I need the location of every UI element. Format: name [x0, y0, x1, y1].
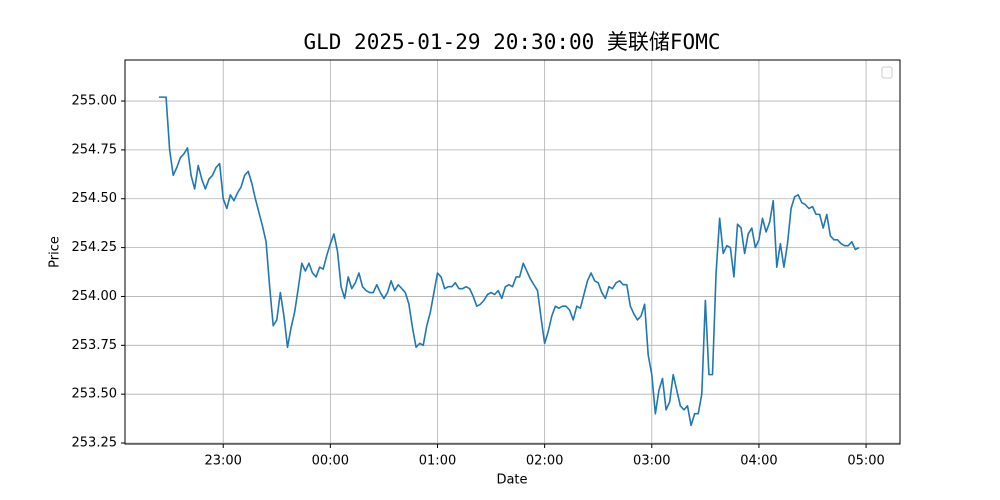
price-line — [158, 96, 860, 427]
x-tick-label: 03:00 — [633, 454, 670, 469]
x-tick-label: 01:00 — [419, 454, 456, 469]
axes-frame — [124, 59, 901, 445]
x-tick-label: 02:00 — [526, 454, 563, 469]
x-tick-label: 23:00 — [204, 454, 241, 469]
x-axis-label: Date — [496, 473, 527, 488]
y-tick-label: 254.00 — [72, 289, 118, 304]
x-tick-label: 00:00 — [312, 454, 349, 469]
y-tick-label: 255.00 — [72, 94, 118, 109]
x-tick-label: 05:00 — [847, 454, 884, 469]
legend — [881, 66, 893, 79]
y-tick-label: 253.50 — [72, 387, 118, 402]
y-tick-label: 254.25 — [72, 240, 118, 255]
y-axis-label: Price — [48, 236, 63, 268]
y-tick-label: 253.75 — [72, 338, 118, 353]
y-tick-label: 253.25 — [72, 436, 118, 451]
plot-area — [121, 60, 900, 448]
x-tick-label: 04:00 — [740, 454, 777, 469]
y-tick-label: 254.50 — [72, 191, 118, 206]
chart-title: GLD 2025-01-29 20:30:00 美联储FOMC — [303, 30, 720, 54]
y-tick-label: 254.75 — [72, 142, 118, 157]
